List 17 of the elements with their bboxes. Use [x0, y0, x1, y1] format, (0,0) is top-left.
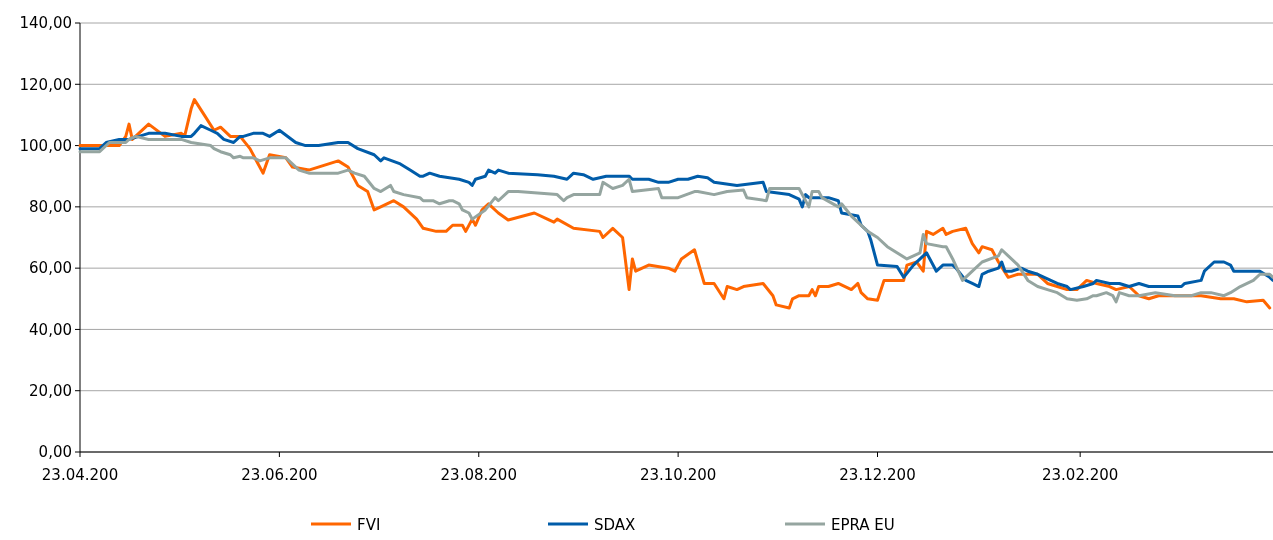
y-tick-label: 40,00 [29, 320, 72, 339]
y-tick-label: 140,00 [19, 14, 72, 33]
legend-label: FVI [357, 516, 381, 534]
legend-label: SDAX [594, 516, 636, 534]
y-tick-label: 20,00 [29, 381, 72, 400]
x-tick-label: 23.12.200 [839, 466, 916, 484]
legend-label: EPRA EU [831, 516, 895, 534]
y-tick-label: 120,00 [19, 75, 72, 94]
y-tick-label: 100,00 [19, 136, 72, 155]
x-tick-label: 23.02.200 [1041, 466, 1119, 484]
x-tick-label: 23.10.200 [639, 466, 717, 484]
y-tick-label: 0,00 [38, 443, 72, 462]
x-tick-label: 23.08.200 [440, 466, 517, 484]
x-tick-label: 23.04.200 [41, 466, 119, 484]
y-tick-label: 80,00 [29, 198, 72, 217]
x-tick-label: 23.06.200 [241, 466, 318, 484]
y-tick-label: 60,00 [29, 259, 72, 278]
